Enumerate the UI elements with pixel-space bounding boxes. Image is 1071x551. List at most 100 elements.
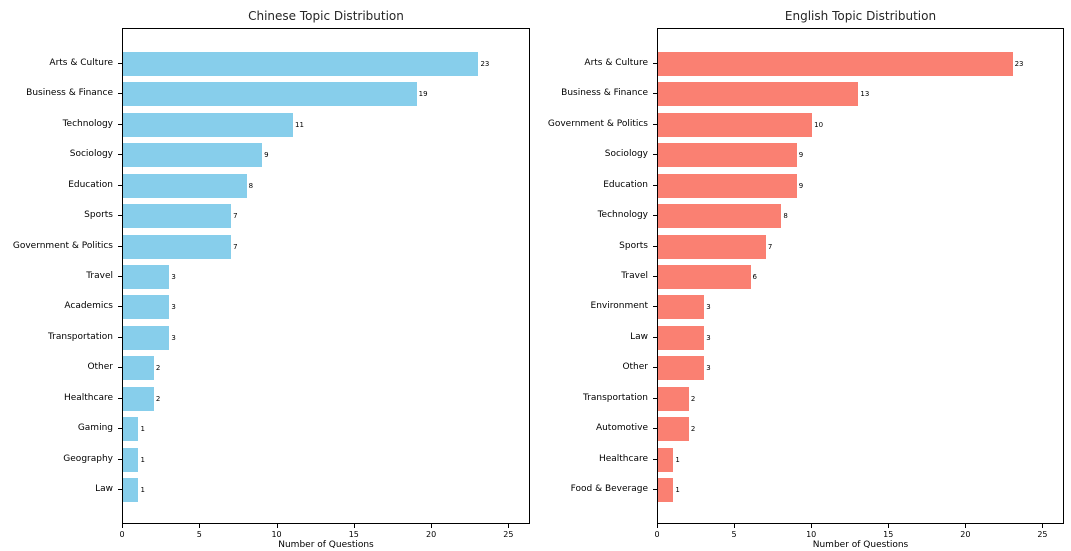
bar-technology: [123, 112, 293, 137]
y-tick-label: Gaming: [77, 423, 113, 434]
bar-arts-culture: [658, 51, 1013, 76]
bar-value-label: 19: [418, 90, 428, 99]
y-tick-label: Healthcare: [598, 453, 648, 464]
y-tick-label: Technology: [62, 118, 113, 129]
y-tick-label: Food & Beverage: [570, 484, 648, 495]
x-tick-label: 10: [271, 530, 282, 539]
y-tick-mark: [653, 458, 657, 460]
bar-value-label: 23: [1014, 59, 1024, 68]
bar-geography: [123, 447, 139, 472]
bar-value-label: 7: [233, 212, 238, 221]
x-tick-label: 25: [503, 530, 514, 539]
x-axis-label: Number of Questions: [278, 540, 374, 550]
y-tick-label: Education: [603, 179, 648, 190]
y-tick-mark: [653, 184, 657, 186]
bar-law: [658, 325, 705, 350]
bar-value-label: 9: [264, 151, 269, 160]
bar-value-label: 2: [690, 425, 696, 434]
bar-value-label: 7: [767, 242, 773, 251]
y-tick-label: Sports: [84, 210, 113, 221]
y-tick-mark: [118, 458, 122, 460]
bar-value-label: 3: [171, 273, 176, 281]
x-tick-mark: [657, 524, 658, 528]
bar-value-label: 1: [140, 425, 145, 434]
y-tick-mark: [118, 489, 122, 491]
bar-transportation: [658, 386, 689, 411]
bar-value-label: 1: [675, 486, 680, 495]
plot-area: 23 13 10 9 9 8 7 6 3 3 3 2 2 1 1: [657, 28, 1064, 524]
y-tick-label: Sports: [619, 240, 648, 251]
y-tick-mark: [653, 367, 657, 369]
x-tick-label: 0: [119, 530, 125, 539]
bar-value-label: 3: [171, 303, 176, 312]
x-tick-label: 10: [806, 530, 817, 539]
y-tick-mark: [118, 62, 122, 64]
bar-value-label: 3: [706, 364, 711, 373]
bar-value-label: 6: [752, 273, 757, 281]
chart-title: Chinese Topic Distribution: [248, 9, 404, 23]
y-tick-mark: [653, 62, 657, 64]
y-tick-label: Business & Finance: [561, 88, 648, 99]
bar-sociology: [658, 143, 797, 168]
bar-healthcare: [658, 447, 674, 472]
bar-education: [658, 173, 797, 198]
y-tick-label: Law: [630, 331, 648, 342]
y-tick-mark: [653, 336, 657, 338]
bar-food-beverage: [658, 478, 674, 503]
x-tick-label: 15: [348, 530, 359, 539]
bar-academics: [123, 295, 170, 320]
y-tick-mark: [118, 397, 122, 399]
y-tick-label: Arts & Culture: [584, 57, 648, 68]
y-tick-mark: [118, 367, 122, 369]
x-tick-label: 0: [654, 530, 660, 539]
x-tick-mark: [811, 524, 813, 528]
bar-value-label: 8: [783, 212, 788, 221]
x-tick-label: 20: [425, 530, 437, 539]
x-tick-mark: [199, 524, 201, 528]
x-tick-mark: [508, 524, 510, 528]
chart-english-topic-distribution: English Topic Distribution 23 13 10 9 9 8 7 6 3 3…: [536, 0, 1071, 551]
y-tick-label: Law: [95, 484, 113, 495]
bar-gaming: [123, 417, 139, 442]
bar-value-label: 23: [480, 59, 490, 68]
bar-value-label: 11: [295, 120, 304, 129]
y-tick-mark: [118, 245, 122, 247]
bar-law: [123, 478, 139, 503]
bar-other: [123, 356, 154, 381]
bar-value-label: 7: [233, 242, 238, 251]
y-tick-label: Business & Finance: [26, 88, 113, 99]
bar-value-label: 3: [706, 303, 711, 312]
x-tick-mark: [276, 524, 278, 528]
bar-value-label: 2: [155, 364, 161, 373]
y-tick-mark: [653, 489, 657, 491]
y-tick-mark: [653, 397, 657, 399]
y-tick-label: Education: [68, 179, 113, 190]
plot-area: 23 19 11 9 8 7 7 3 3 3 2 2 1 1 1: [122, 28, 530, 524]
x-tick-label: 5: [731, 530, 737, 539]
bar-arts-culture: [123, 51, 479, 76]
bar-business-finance: [658, 82, 859, 107]
y-tick-mark: [118, 428, 122, 430]
bar-sports: [658, 234, 766, 259]
bar-value-label: 2: [155, 394, 161, 403]
y-tick-label: Sociology: [604, 149, 648, 160]
y-tick-mark: [118, 154, 122, 156]
bar-sports: [123, 204, 232, 229]
bar-value-label: 1: [140, 486, 145, 495]
bar-healthcare: [123, 386, 154, 411]
y-tick-mark: [118, 123, 122, 125]
y-tick-mark: [653, 93, 657, 95]
bar-value-label: 2: [690, 394, 696, 403]
y-tick-label: Technology: [597, 210, 648, 221]
bar-travel: [658, 265, 751, 289]
y-tick-mark: [653, 306, 657, 308]
x-tick-mark: [888, 524, 890, 528]
chart-chinese-topic-distribution: Chinese Topic Distribution 23 19 11 9 8 7 7 3 3 3…: [13, 9, 530, 550]
y-tick-label: Environment: [590, 301, 648, 312]
bar-government-politics: [658, 112, 813, 137]
x-tick-mark: [965, 524, 967, 528]
x-tick-label: 25: [1037, 530, 1048, 539]
y-tick-mark: [118, 184, 122, 186]
bar-value-label: 9: [798, 151, 804, 160]
y-tick-mark: [653, 215, 657, 217]
